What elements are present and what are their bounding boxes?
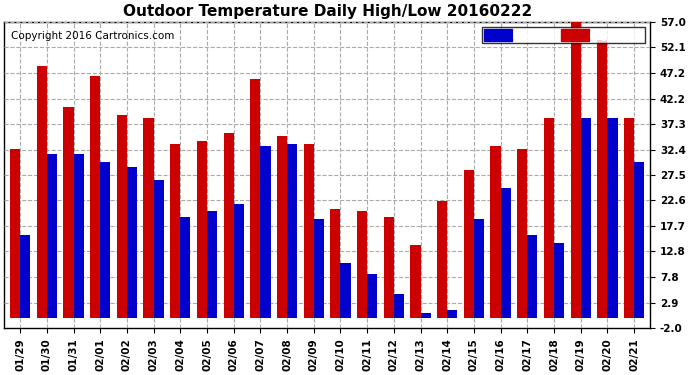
Bar <box>331 209 340 318</box>
Bar <box>10 149 20 318</box>
Bar <box>224 134 234 318</box>
Bar <box>474 219 484 318</box>
Legend: Low  (°F), High  (°F): Low (°F), High (°F) <box>482 27 644 43</box>
Bar <box>197 141 207 318</box>
Bar <box>411 245 421 318</box>
Bar <box>90 76 100 318</box>
Text: Copyright 2016 Cartronics.com: Copyright 2016 Cartronics.com <box>10 31 174 41</box>
Bar <box>394 294 404 318</box>
Bar <box>314 219 324 318</box>
Bar <box>234 204 244 318</box>
Bar <box>421 313 431 318</box>
Bar <box>634 162 644 318</box>
Bar <box>100 162 110 318</box>
Bar <box>357 211 367 318</box>
Bar <box>527 235 538 318</box>
Bar <box>154 180 164 318</box>
Bar <box>287 144 297 318</box>
Bar <box>180 216 190 318</box>
Bar <box>518 149 527 318</box>
Bar <box>367 274 377 318</box>
Bar <box>117 115 127 318</box>
Bar <box>250 79 260 318</box>
Bar <box>340 263 351 318</box>
Bar <box>260 146 270 318</box>
Bar <box>207 211 217 318</box>
Bar <box>554 243 564 318</box>
Bar <box>447 310 457 318</box>
Bar <box>598 40 607 318</box>
Bar <box>74 154 83 318</box>
Title: Outdoor Temperature Daily High/Low 20160222: Outdoor Temperature Daily High/Low 20160… <box>123 4 532 19</box>
Bar <box>20 235 30 318</box>
Bar <box>581 118 591 318</box>
Bar <box>47 154 57 318</box>
Bar <box>63 108 74 318</box>
Bar <box>437 201 447 318</box>
Bar <box>37 66 47 318</box>
Bar <box>277 136 287 318</box>
Bar <box>571 22 581 318</box>
Bar <box>607 118 618 318</box>
Bar <box>127 167 137 318</box>
Bar <box>304 144 314 318</box>
Bar <box>544 118 554 318</box>
Bar <box>491 146 501 318</box>
Bar <box>464 170 474 318</box>
Bar <box>170 144 180 318</box>
Bar <box>144 118 154 318</box>
Bar <box>501 188 511 318</box>
Bar <box>624 118 634 318</box>
Bar <box>384 216 394 318</box>
